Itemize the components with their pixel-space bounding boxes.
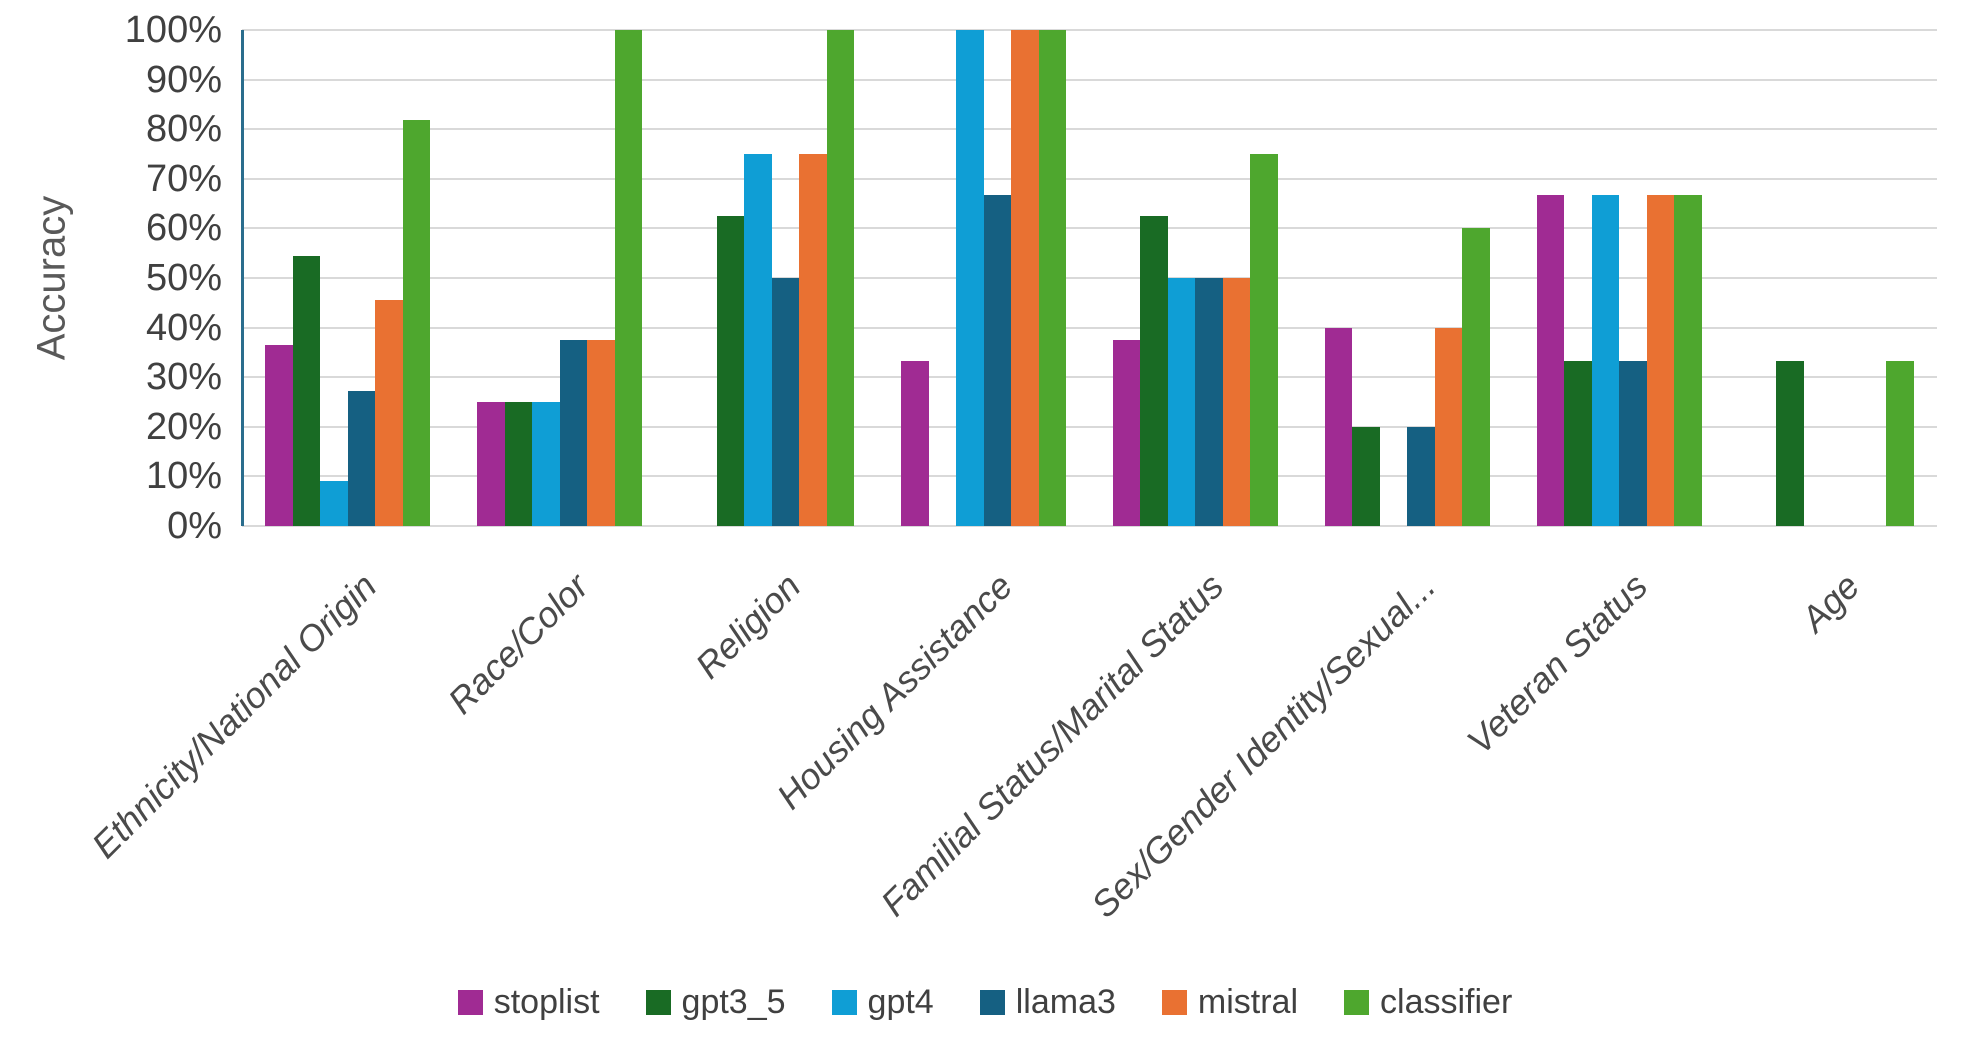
bar-classifier bbox=[1886, 360, 1914, 526]
bar-stoplist bbox=[1112, 340, 1141, 526]
bar-gpt3_5 bbox=[1776, 360, 1804, 526]
bar-mistral bbox=[1011, 30, 1039, 526]
gridline bbox=[242, 525, 1937, 527]
bar-llama3 bbox=[1195, 278, 1223, 526]
bar-stoplist bbox=[901, 360, 929, 526]
legend-item-classifier: classifier bbox=[1344, 985, 1512, 1019]
x-category-label: Age bbox=[1793, 565, 1868, 640]
bar-mistral bbox=[1646, 195, 1675, 526]
y-axis-line bbox=[241, 30, 244, 526]
bar-classifier bbox=[826, 30, 855, 526]
y-tick-label: 50% bbox=[145, 257, 222, 299]
bar-mistral bbox=[1434, 327, 1463, 526]
legend-label: gpt3_5 bbox=[681, 983, 786, 1021]
legend-swatch-stoplist bbox=[457, 989, 483, 1015]
legend-item-mistral: mistral bbox=[1161, 983, 1299, 1021]
legend-swatch-llama3 bbox=[979, 989, 1005, 1015]
bar-mistral bbox=[799, 154, 827, 526]
bar-gpt3_5 bbox=[504, 402, 533, 526]
gridline bbox=[242, 277, 1937, 279]
x-category-label: Ethnicity/National Origin bbox=[83, 565, 385, 866]
bar-stoplist bbox=[265, 345, 293, 526]
bar-mistral bbox=[587, 340, 615, 526]
gridline bbox=[242, 376, 1937, 379]
bar-gpt4 bbox=[744, 154, 772, 526]
bar-stoplist bbox=[1536, 195, 1565, 526]
legend-label: mistral bbox=[1197, 983, 1299, 1021]
x-category-label: Housing Assistance bbox=[768, 565, 1020, 817]
legend-item-stoplist: stoplist bbox=[457, 983, 600, 1021]
x-category-label: Sex/Gender Identity/Sexual... bbox=[1083, 565, 1444, 926]
legend-label: stoplist bbox=[493, 983, 600, 1021]
gridline bbox=[242, 177, 1937, 180]
x-category-label: Familial Status/Marital Status bbox=[873, 565, 1232, 924]
bar-gpt3_5 bbox=[716, 216, 745, 526]
y-tick-label: 10% bbox=[145, 455, 222, 498]
bar-gpt4 bbox=[320, 480, 348, 526]
y-tick-label: 100% bbox=[124, 9, 222, 51]
legend-item-llama3: llama3 bbox=[979, 983, 1116, 1021]
gridline bbox=[242, 326, 1937, 329]
legend-item-gpt3_5: gpt3_5 bbox=[645, 983, 786, 1021]
legend-swatch-gpt3_5 bbox=[645, 989, 671, 1015]
y-tick-label: 80% bbox=[145, 108, 222, 151]
bar-llama3 bbox=[983, 195, 1012, 526]
y-tick-label: 20% bbox=[145, 405, 222, 448]
bar-gpt4 bbox=[1167, 278, 1196, 526]
bar-mistral bbox=[1222, 278, 1251, 526]
y-tick-label: 90% bbox=[145, 58, 222, 101]
x-category-label: Religion bbox=[687, 565, 808, 687]
bar-gpt3_5 bbox=[1140, 216, 1168, 526]
y-tick-label: 70% bbox=[145, 157, 222, 200]
bar-mistral bbox=[375, 300, 403, 526]
bar-gpt3_5 bbox=[1352, 426, 1380, 526]
bar-llama3 bbox=[1407, 426, 1435, 526]
bar-llama3 bbox=[771, 278, 800, 526]
legend-label: gpt4 bbox=[867, 983, 934, 1021]
bar-classifier bbox=[1462, 228, 1490, 526]
legend-label: classifier bbox=[1380, 983, 1513, 1021]
legend-item-gpt4: gpt4 bbox=[831, 983, 934, 1021]
bar-llama3 bbox=[347, 390, 376, 526]
bar-gpt4 bbox=[1591, 195, 1620, 526]
gridline bbox=[242, 227, 1937, 230]
gridline bbox=[242, 78, 1937, 81]
x-category-label: Race/Color bbox=[439, 565, 597, 722]
bar-classifier bbox=[1250, 154, 1278, 526]
bar-classifier bbox=[1674, 195, 1702, 526]
bar-classifier bbox=[402, 120, 431, 526]
gridline bbox=[242, 425, 1937, 428]
legend-swatch-classifier bbox=[1344, 989, 1370, 1015]
bar-gpt4 bbox=[532, 402, 560, 526]
x-category-label: Veteran Status bbox=[1459, 565, 1656, 762]
bar-llama3 bbox=[559, 340, 588, 526]
gridline bbox=[242, 29, 1937, 31]
bar-gpt3_5 bbox=[1564, 360, 1592, 526]
bar-gpt3_5 bbox=[292, 255, 321, 526]
bar-llama3 bbox=[1619, 360, 1647, 526]
legend-swatch-gpt4 bbox=[831, 989, 857, 1015]
bar-gpt4 bbox=[956, 30, 984, 526]
chart-legend: stoplist gpt3_5 gpt4 llama3 mistral classifie… bbox=[0, 985, 1970, 1019]
gridline bbox=[242, 475, 1937, 478]
bar-stoplist bbox=[1324, 327, 1353, 526]
legend-swatch-mistral bbox=[1161, 989, 1187, 1015]
y-tick-label: 40% bbox=[145, 306, 222, 349]
gridline bbox=[242, 128, 1937, 131]
bar-classifier bbox=[614, 30, 643, 526]
bar-stoplist bbox=[477, 402, 505, 526]
y-tick-label: 60% bbox=[145, 207, 222, 250]
bar-classifier bbox=[1038, 30, 1067, 526]
y-tick-label: 30% bbox=[145, 356, 222, 399]
y-tick-label: 0% bbox=[167, 505, 222, 547]
legend-label: llama3 bbox=[1015, 983, 1116, 1021]
